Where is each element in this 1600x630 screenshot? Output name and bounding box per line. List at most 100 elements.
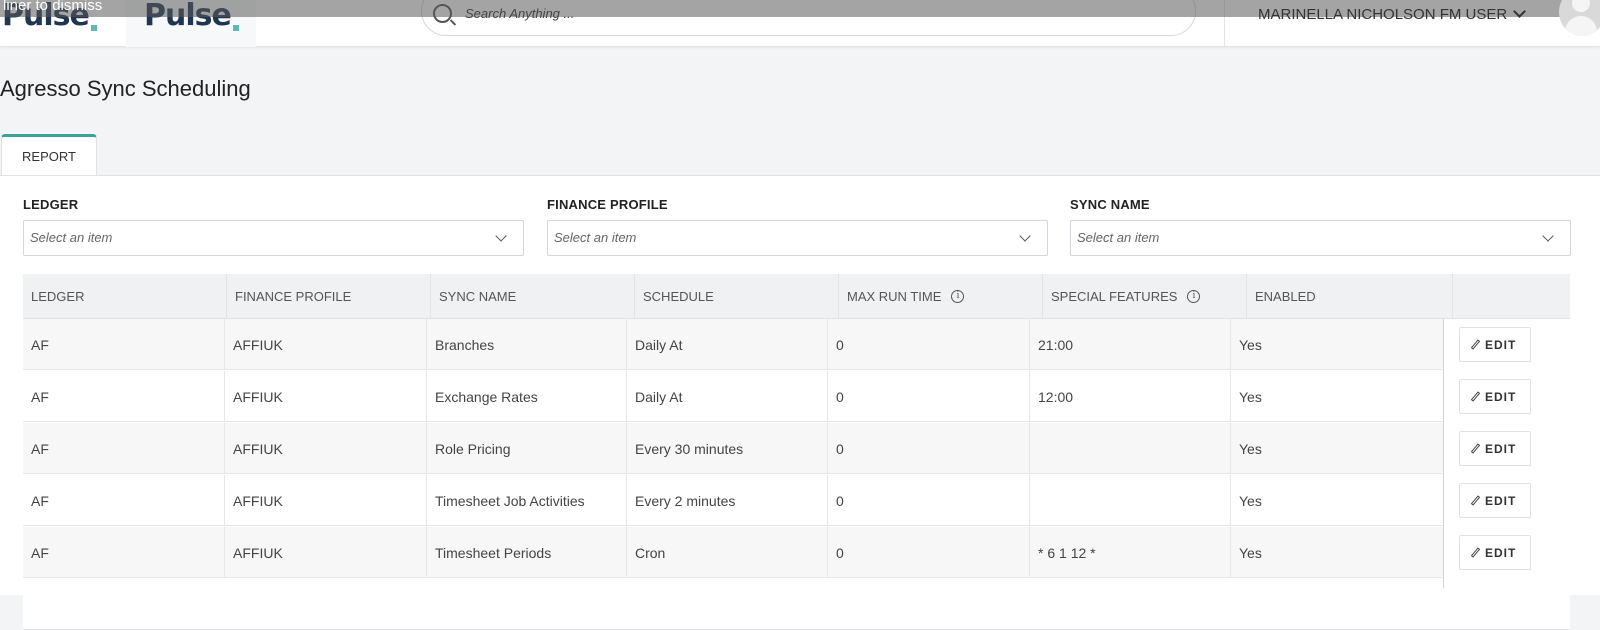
column-header-actions	[1453, 274, 1570, 319]
pencil-icon	[1470, 391, 1481, 402]
cell-finance-profile: AFFIUK	[225, 423, 427, 474]
column-header-enabled[interactable]: ENABLED	[1247, 274, 1453, 319]
column-header-label: FINANCE PROFILE	[235, 289, 352, 304]
column-header-sync-name[interactable]: SYNC NAME	[431, 274, 635, 319]
cell-special-features	[1030, 423, 1231, 474]
ledger-select[interactable]: Select an item	[23, 220, 524, 256]
cell-enabled: Yes	[1239, 544, 1262, 561]
info-icon[interactable]: i	[951, 290, 965, 303]
column-header-label: SPECIAL FEATURES	[1051, 289, 1178, 304]
column-header-label: ENABLED	[1255, 289, 1316, 304]
cell-ledger: AF	[23, 475, 225, 526]
cell-enabled: Yes	[1239, 440, 1262, 457]
logo-dot-icon	[232, 25, 239, 31]
chevron-down-icon	[495, 230, 507, 242]
column-header-special-features[interactable]: SPECIAL FEATURES i	[1043, 274, 1247, 319]
column-header-schedule[interactable]: SCHEDULE	[635, 274, 839, 319]
pencil-icon	[1470, 443, 1481, 454]
edit-button-label: EDIT	[1485, 389, 1517, 404]
pencil-icon	[1470, 339, 1481, 350]
user-name: MARINELLA NICHOLSON FM USER	[1258, 5, 1508, 23]
cell-actions: EDIT	[1444, 319, 1570, 370]
sync-name-filter-label: SYNC NAME	[1070, 197, 1150, 212]
cell-finance-profile: AFFIUK	[225, 319, 427, 370]
cell-max-run-time: 0	[828, 423, 1030, 474]
cell-enabled: Yes	[1239, 336, 1262, 353]
cell-max-run-time: 0	[828, 371, 1030, 422]
pencil-icon	[1470, 495, 1481, 506]
column-header-label: LEDGER	[31, 289, 85, 304]
cell-sync-name: Exchange Rates	[427, 371, 627, 422]
table-row: AF AFFIUK Branches Daily At 0 21:00 Yes …	[23, 319, 1570, 370]
user-menu[interactable]: MARINELLA NICHOLSON FM USER	[1258, 3, 1527, 25]
finance-profile-filter-label: FINANCE PROFILE	[547, 197, 668, 212]
finance-profile-select-placeholder: Select an item	[554, 230, 637, 245]
edit-button-label: EDIT	[1485, 493, 1517, 508]
edit-button[interactable]: EDIT	[1459, 535, 1532, 570]
chevron-down-icon	[1542, 230, 1554, 242]
cell-schedule: Daily At	[627, 371, 828, 422]
ledger-filter-label: LEDGER	[23, 197, 79, 212]
table-row: AF AFFIUK Timesheet Job Activities Every…	[23, 475, 1570, 526]
cell-sync-name: Timesheet Job Activities	[427, 475, 627, 526]
cell-special-features: * 6 1 12 *	[1030, 527, 1231, 578]
edit-button[interactable]: EDIT	[1459, 379, 1532, 414]
avatar[interactable]	[1559, 0, 1600, 36]
cell-schedule: Daily At	[627, 319, 828, 370]
ledger-select-placeholder: Select an item	[30, 230, 113, 245]
cell-finance-profile: AFFIUK	[225, 527, 427, 578]
edit-button-label: EDIT	[1485, 441, 1517, 456]
chevron-down-icon	[1513, 5, 1527, 18]
cell-sync-name: Role Pricing	[427, 423, 627, 474]
cell-max-run-time: 0	[828, 527, 1030, 578]
table-header: LEDGER FINANCE PROFILE SYNC NAME SCHEDUL…	[23, 274, 1570, 319]
edit-button-label: EDIT	[1485, 545, 1517, 560]
edit-button[interactable]: EDIT	[1459, 483, 1532, 518]
edit-button-label: EDIT	[1485, 337, 1517, 352]
cell-sync-name: Timesheet Periods	[427, 527, 627, 578]
search-icon[interactable]	[433, 4, 452, 23]
page-title: Agresso Sync Scheduling	[0, 76, 251, 101]
cell-actions: EDIT	[1444, 371, 1570, 422]
cell-max-run-time: 0	[828, 475, 1030, 526]
cell-actions: EDIT	[1444, 527, 1570, 578]
cell-finance-profile: AFFIUK	[225, 475, 427, 526]
cell-special-features	[1030, 475, 1231, 526]
cell-ledger: AF	[23, 371, 225, 422]
cell-special-features: 21:00	[1030, 319, 1231, 370]
cell-ledger: AF	[23, 319, 225, 370]
cell-schedule: Cron	[627, 527, 828, 578]
cell-enabled: Yes	[1239, 388, 1262, 405]
cell-schedule: Every 2 minutes	[627, 475, 828, 526]
edit-button[interactable]: EDIT	[1459, 431, 1532, 466]
cell-ledger: AF	[23, 527, 225, 578]
edit-button[interactable]: EDIT	[1459, 327, 1532, 362]
search-input[interactable]	[465, 4, 1065, 23]
column-header-ledger[interactable]: LEDGER	[23, 274, 227, 319]
table-row-partial	[23, 579, 1570, 630]
cell-ledger: AF	[23, 423, 225, 474]
cell-enabled: Yes	[1239, 492, 1262, 509]
table-row: AF AFFIUK Exchange Rates Daily At 0 12:0…	[23, 371, 1570, 422]
cell-actions: EDIT	[1444, 475, 1570, 526]
actions-column-separator	[1443, 319, 1444, 588]
column-header-label: SYNC NAME	[439, 289, 517, 304]
column-header-label: SCHEDULE	[643, 289, 714, 304]
table-row: AF AFFIUK Timesheet Periods Cron 0 * 6 1…	[23, 527, 1570, 578]
info-icon[interactable]: i	[1187, 290, 1201, 303]
column-header-label: MAX RUN TIME	[847, 289, 942, 304]
cell-schedule: Every 30 minutes	[627, 423, 828, 474]
header-divider	[1224, 0, 1225, 47]
sync-name-select-placeholder: Select an item	[1077, 230, 1160, 245]
cell-finance-profile: AFFIUK	[225, 371, 427, 422]
sync-name-select[interactable]: Select an item	[1070, 220, 1571, 256]
column-header-finance-profile[interactable]: FINANCE PROFILE	[227, 274, 431, 319]
cell-actions: EDIT	[1444, 423, 1570, 474]
pencil-icon	[1470, 547, 1481, 558]
table-row: AF AFFIUK Role Pricing Every 30 minutes …	[23, 423, 1570, 474]
column-header-max-run-time[interactable]: MAX RUN TIME i	[839, 274, 1043, 319]
cell-special-features: 12:00	[1030, 371, 1231, 422]
finance-profile-select[interactable]: Select an item	[547, 220, 1048, 256]
tab-report[interactable]: REPORT	[1, 134, 97, 175]
logo-dot-icon	[90, 25, 97, 31]
